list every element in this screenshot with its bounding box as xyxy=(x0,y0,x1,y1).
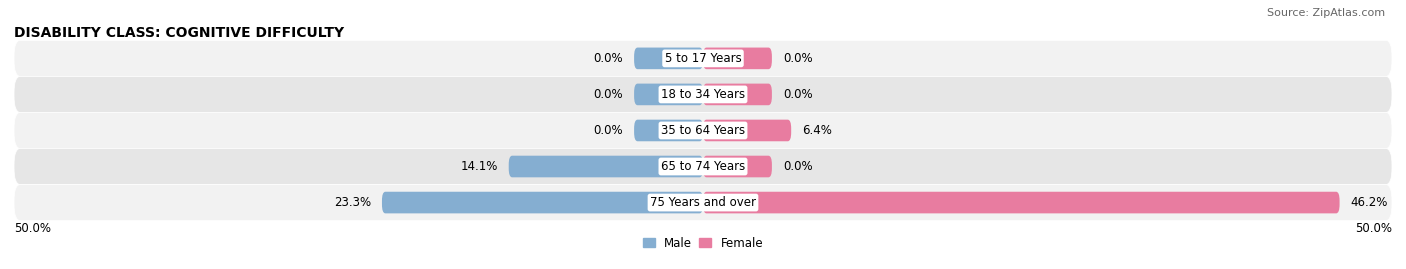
FancyBboxPatch shape xyxy=(634,48,703,69)
FancyBboxPatch shape xyxy=(703,84,772,105)
Text: 0.0%: 0.0% xyxy=(783,160,813,173)
FancyBboxPatch shape xyxy=(703,48,772,69)
FancyBboxPatch shape xyxy=(14,148,1392,185)
Text: 65 to 74 Years: 65 to 74 Years xyxy=(661,160,745,173)
Text: 46.2%: 46.2% xyxy=(1351,196,1388,209)
FancyBboxPatch shape xyxy=(14,185,1392,221)
Text: 50.0%: 50.0% xyxy=(14,222,51,235)
FancyBboxPatch shape xyxy=(14,76,1392,112)
FancyBboxPatch shape xyxy=(703,120,792,141)
FancyBboxPatch shape xyxy=(14,40,1392,76)
FancyBboxPatch shape xyxy=(509,156,703,177)
FancyBboxPatch shape xyxy=(634,84,703,105)
FancyBboxPatch shape xyxy=(703,192,1340,213)
Legend: Male, Female: Male, Female xyxy=(638,232,768,254)
Text: 18 to 34 Years: 18 to 34 Years xyxy=(661,88,745,101)
FancyBboxPatch shape xyxy=(634,120,703,141)
FancyBboxPatch shape xyxy=(703,156,772,177)
FancyBboxPatch shape xyxy=(14,112,1392,148)
Text: 14.1%: 14.1% xyxy=(460,160,498,173)
Text: 35 to 64 Years: 35 to 64 Years xyxy=(661,124,745,137)
Text: 0.0%: 0.0% xyxy=(593,52,623,65)
Text: 5 to 17 Years: 5 to 17 Years xyxy=(665,52,741,65)
Text: 0.0%: 0.0% xyxy=(593,124,623,137)
Text: Source: ZipAtlas.com: Source: ZipAtlas.com xyxy=(1267,8,1385,18)
Text: 75 Years and over: 75 Years and over xyxy=(650,196,756,209)
Text: DISABILITY CLASS: COGNITIVE DIFFICULTY: DISABILITY CLASS: COGNITIVE DIFFICULTY xyxy=(14,26,344,40)
Text: 0.0%: 0.0% xyxy=(783,52,813,65)
FancyBboxPatch shape xyxy=(382,192,703,213)
Text: 6.4%: 6.4% xyxy=(803,124,832,137)
Text: 50.0%: 50.0% xyxy=(1355,222,1392,235)
Text: 23.3%: 23.3% xyxy=(333,196,371,209)
Text: 0.0%: 0.0% xyxy=(783,88,813,101)
Text: 0.0%: 0.0% xyxy=(593,88,623,101)
